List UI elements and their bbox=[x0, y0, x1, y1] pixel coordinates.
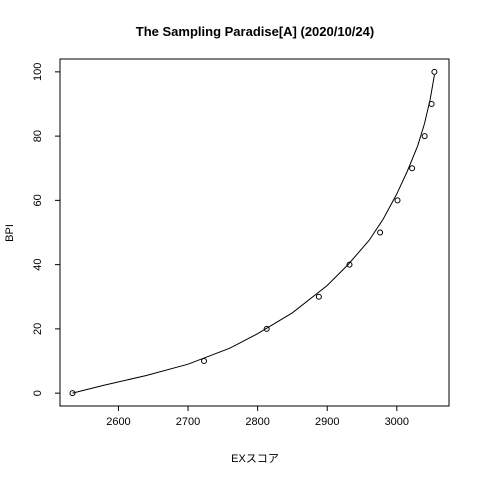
y-axis: 0 20 40 60 80 100 bbox=[32, 63, 60, 396]
data-point bbox=[431, 68, 438, 75]
y-tick-label: 100 bbox=[32, 63, 44, 81]
x-tick-label: 2800 bbox=[245, 416, 269, 428]
x-tick-label: 2700 bbox=[176, 416, 200, 428]
data-point bbox=[201, 358, 208, 365]
x-axis-label: EXスコア bbox=[231, 453, 279, 465]
data-point bbox=[409, 165, 416, 172]
chart-title: The Sampling Paradise[A] (2020/10/24) bbox=[136, 24, 374, 39]
x-tick-label: 2600 bbox=[106, 416, 130, 428]
fit-curve bbox=[72, 75, 435, 394]
y-axis-label: BPI bbox=[4, 224, 16, 242]
y-tick-label: 20 bbox=[32, 323, 44, 335]
x-axis: 2600 2700 2800 2900 3000 bbox=[106, 406, 409, 428]
data-point bbox=[377, 229, 384, 236]
y-tick-label: 60 bbox=[32, 194, 44, 206]
series-layer bbox=[69, 68, 438, 397]
data-point bbox=[394, 197, 401, 204]
y-tick-label: 0 bbox=[32, 390, 44, 396]
y-tick-label: 80 bbox=[32, 130, 44, 142]
x-tick-label: 2900 bbox=[315, 416, 339, 428]
data-point bbox=[263, 325, 270, 332]
data-point bbox=[346, 261, 353, 268]
y-tick-label: 40 bbox=[32, 259, 44, 271]
data-point bbox=[421, 133, 428, 140]
plot-frame bbox=[59, 58, 450, 407]
data-point bbox=[69, 390, 76, 397]
data-point bbox=[315, 293, 322, 300]
x-tick-label: 3000 bbox=[385, 416, 409, 428]
